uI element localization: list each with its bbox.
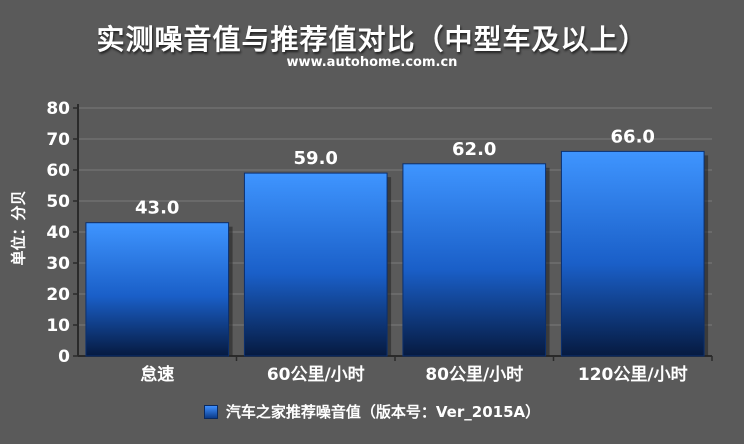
y-tick-label: 30 [46, 254, 70, 274]
y-tick-label: 40 [46, 223, 70, 243]
x-tick-label: 120公里/小时 [578, 365, 688, 385]
x-tick-label: 80公里/小时 [425, 365, 523, 385]
bar [243, 172, 388, 357]
y-tick-label: 50 [46, 192, 70, 212]
bar [402, 163, 547, 357]
chart-title: 实测噪音值与推荐值对比（中型车及以上） [96, 23, 648, 56]
data-label: 66.0 [611, 126, 655, 147]
y-tick-label: 10 [46, 316, 70, 336]
x-tick-label: 怠速 [140, 364, 174, 385]
y-tick-label: 60 [46, 161, 70, 181]
y-tick-label: 80 [46, 99, 70, 119]
data-label: 43.0 [135, 198, 179, 219]
x-tick-label: 60公里/小时 [267, 365, 365, 385]
chart-subtitle: www.autohome.com.cn [286, 55, 458, 70]
bar [560, 150, 705, 357]
legend-label: 汽车之家推荐噪音值（版本号：Ver_2015A） [225, 403, 541, 421]
y-tick-label: 70 [46, 130, 70, 150]
legend-swatch [203, 404, 218, 419]
legend: 汽车之家推荐噪音值（版本号：Ver_2015A） [0, 401, 744, 422]
y-tick-label: 20 [46, 285, 70, 305]
data-label: 62.0 [452, 139, 496, 160]
y-tick-label: 0 [58, 347, 70, 367]
bar [85, 222, 230, 357]
data-label: 59.0 [294, 148, 338, 169]
